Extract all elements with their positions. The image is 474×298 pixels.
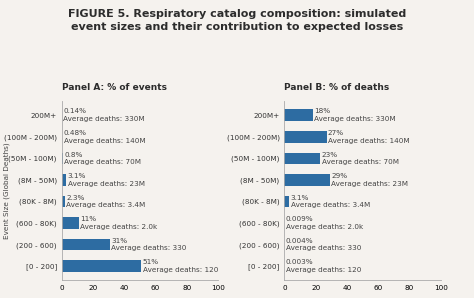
Bar [284,109,312,121]
Text: 27%
Average deaths: 140M: 27% Average deaths: 140M [328,130,410,144]
Text: 0.009%
Average deaths: 2.0k: 0.009% Average deaths: 2.0k [286,216,363,230]
Text: 3.1%
Average deaths: 3.4M: 3.1% Average deaths: 3.4M [291,195,370,208]
Bar [62,195,65,207]
Text: 11%
Average deaths: 2.0k: 11% Average deaths: 2.0k [80,216,157,230]
Text: 0.14%
Average deaths: 330M: 0.14% Average deaths: 330M [63,108,145,122]
Text: 0.8%
Average deaths: 70M: 0.8% Average deaths: 70M [64,152,141,165]
Text: 29%
Average deaths: 23M: 29% Average deaths: 23M [331,173,408,187]
Text: Panel B: % of deaths: Panel B: % of deaths [284,83,390,92]
Text: Panel A: % of events: Panel A: % of events [62,83,167,92]
Text: FIGURE 5. Respiratory catalog composition: simulated
event sizes and their contr: FIGURE 5. Respiratory catalog compositio… [68,9,406,32]
Bar [62,239,110,250]
Text: 0.48%
Average deaths: 140M: 0.48% Average deaths: 140M [64,130,145,144]
Text: 3.1%
Average deaths: 23M: 3.1% Average deaths: 23M [68,173,145,187]
Bar [284,153,320,164]
Bar [62,260,141,272]
Bar [62,131,63,143]
Bar [62,153,63,164]
Text: 2.3%
Average deaths: 3.4M: 2.3% Average deaths: 3.4M [66,195,146,208]
Text: 0.003%
Average deaths: 120: 0.003% Average deaths: 120 [286,259,361,273]
Bar [284,131,327,143]
Text: Event Size (Global Deaths): Event Size (Global Deaths) [4,142,10,239]
Text: 18%
Average deaths: 330M: 18% Average deaths: 330M [314,108,395,122]
Text: 23%
Average deaths: 70M: 23% Average deaths: 70M [322,152,399,165]
Text: 0.004%
Average deaths: 330: 0.004% Average deaths: 330 [286,238,361,252]
Bar [62,174,66,186]
Bar [284,174,330,186]
Bar [284,195,289,207]
Text: 31%
Average deaths: 330: 31% Average deaths: 330 [111,238,187,252]
Bar [62,217,79,229]
Text: 51%
Average deaths: 120: 51% Average deaths: 120 [143,259,218,273]
